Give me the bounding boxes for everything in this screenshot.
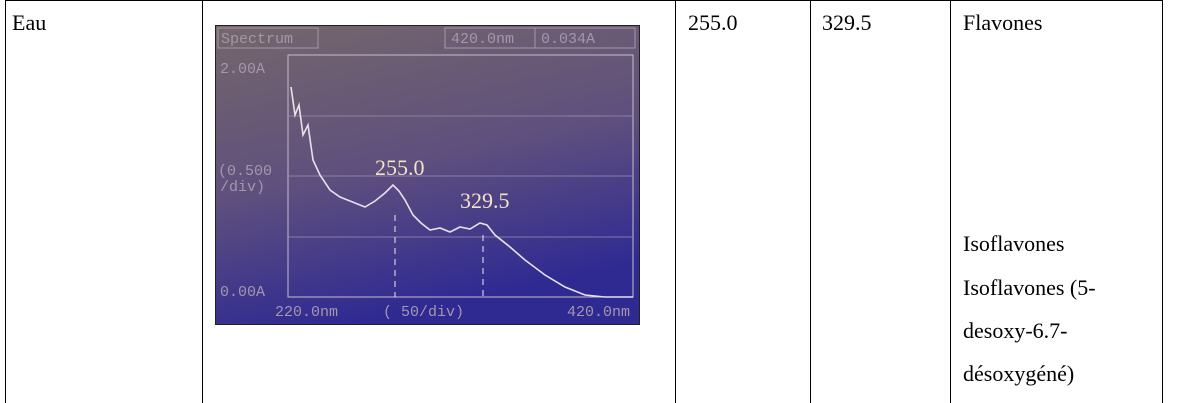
cell-text: desoxy-6.7- [963, 318, 1068, 343]
screen-label: Spectrum [221, 31, 293, 48]
label-box [217, 27, 319, 49]
table-border [810, 0, 811, 403]
screen-label: /div) [220, 179, 265, 196]
screen-label: (0.500 [218, 163, 272, 180]
screen-label: 420.0nm [567, 304, 630, 321]
table-border [1162, 0, 1163, 403]
label-box [444, 27, 636, 49]
table-border [5, 0, 6, 403]
cell-text: Isoflavones [963, 231, 1065, 256]
screen-label: 0.034A [541, 31, 595, 48]
cell-text: Flavones [963, 10, 1043, 35]
table-border [5, 0, 1163, 1]
table-border [202, 0, 203, 403]
spectrum-photo: Spectrum 420.0nm 0.034A 2.00A (0.500 /di… [215, 25, 640, 325]
peak-label: 255.0 [375, 155, 425, 180]
screen-label: 2.00A [220, 61, 265, 78]
spectrum-curve [290, 86, 633, 298]
cell-text: désoxygéné) [963, 361, 1075, 386]
cell-text: Isoflavones (5- [963, 275, 1096, 300]
screen-label: 420.0nm [451, 31, 514, 48]
cell-text: 255.0 [688, 10, 738, 35]
screen-label: 220.0nm [275, 304, 338, 321]
screen-label: 0.00A [220, 284, 265, 301]
screen-label: ( 50/div) [383, 304, 464, 321]
peak-label: 329.5 [460, 188, 510, 213]
cell-text: 329.5 [822, 10, 872, 35]
cell-text: Eau [12, 10, 47, 35]
table-border [675, 0, 676, 403]
table-border [950, 0, 951, 403]
photo-frame [215, 25, 640, 325]
